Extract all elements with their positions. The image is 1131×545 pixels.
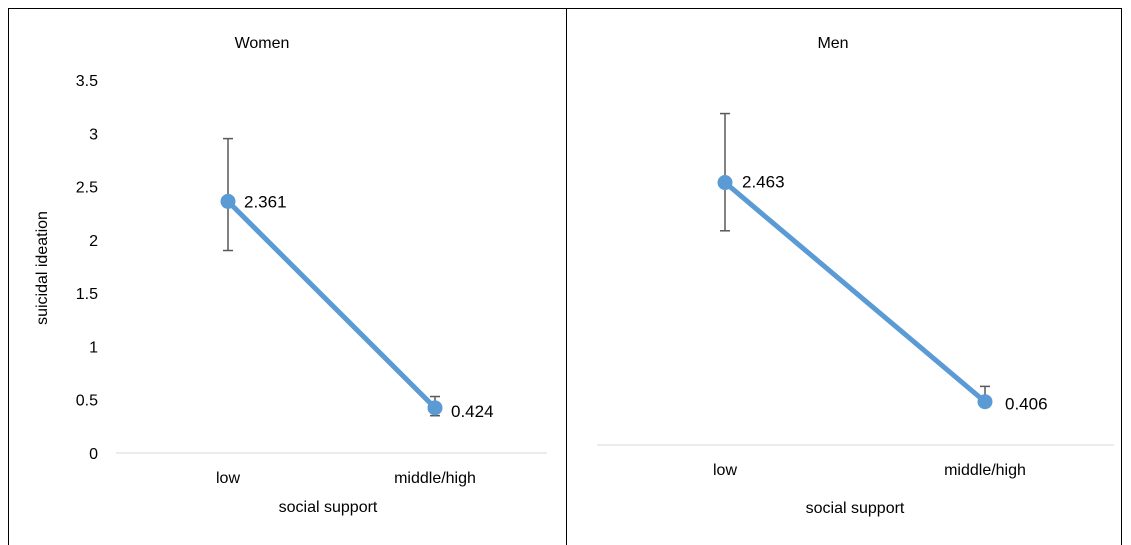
chart-title: Women xyxy=(235,35,290,52)
series-line xyxy=(225,198,438,411)
x-tick-label: middle/high xyxy=(394,470,476,487)
y-tick-label: 2 xyxy=(89,233,98,250)
data-point xyxy=(717,175,733,191)
data-point xyxy=(220,193,236,209)
data-label: 0.424 xyxy=(451,402,494,421)
x-axis-ticks: low middle/high xyxy=(713,462,1026,479)
chart-panel-women: Women 0 0.5 1 1.5 2 2.5 3 3.5 low middle/high so… xyxy=(34,35,547,516)
x-tick-label: middle/high xyxy=(944,462,1026,479)
y-axis-ticks: 0 0.5 1 1.5 2 2.5 3 3.5 xyxy=(76,73,98,463)
x-axis-ticks: low middle/high xyxy=(216,470,476,487)
x-axis-title: social support xyxy=(279,499,378,516)
data-point xyxy=(427,400,443,416)
series-line xyxy=(722,180,988,405)
y-tick-label: 1.5 xyxy=(76,286,98,303)
y-tick-label: 0.5 xyxy=(76,393,98,410)
y-tick-label: 1 xyxy=(89,339,98,356)
data-point xyxy=(977,394,993,410)
chart-title: Men xyxy=(817,35,848,52)
series-marks: 2.463 0.406 xyxy=(717,112,1048,414)
figure-border xyxy=(8,8,1122,545)
data-label: 0.406 xyxy=(1005,395,1048,414)
y-tick-label: 3 xyxy=(89,126,98,143)
data-label: 2.463 xyxy=(742,173,785,192)
y-tick-label: 3.5 xyxy=(76,73,98,90)
x-tick-label: low xyxy=(216,470,240,487)
y-tick-label: 0 xyxy=(89,446,98,463)
series-marks: 2.361 0.424 xyxy=(220,137,494,421)
x-axis-title: social support xyxy=(806,500,905,517)
chart-panel-men: Men low middle/high social support 2.463 0… xyxy=(597,35,1114,517)
data-label: 2.361 xyxy=(244,192,287,211)
x-tick-label: low xyxy=(713,462,737,479)
y-tick-label: 2.5 xyxy=(76,180,98,197)
y-axis-title: suicidal ideation xyxy=(34,211,51,325)
